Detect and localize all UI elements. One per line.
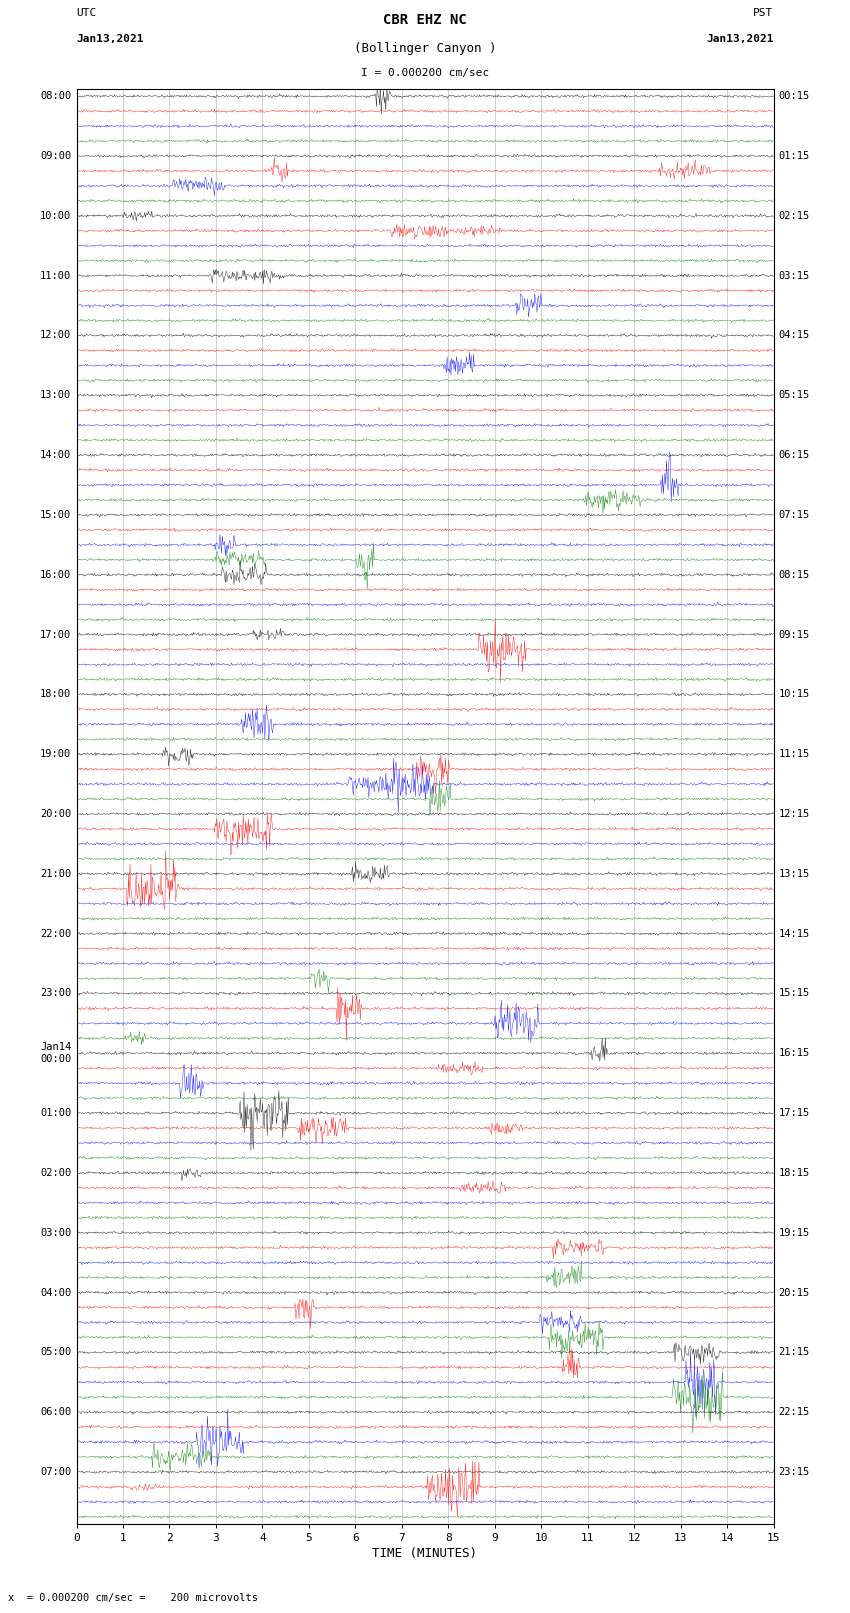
Text: 19:15: 19:15 bbox=[779, 1227, 810, 1237]
Text: 23:15: 23:15 bbox=[779, 1466, 810, 1478]
X-axis label: TIME (MINUTES): TIME (MINUTES) bbox=[372, 1547, 478, 1560]
Text: 01:00: 01:00 bbox=[40, 1108, 71, 1118]
Text: 14:15: 14:15 bbox=[779, 929, 810, 939]
Text: 06:15: 06:15 bbox=[779, 450, 810, 460]
Text: 10:00: 10:00 bbox=[40, 211, 71, 221]
Text: 03:00: 03:00 bbox=[40, 1227, 71, 1237]
Text: 18:00: 18:00 bbox=[40, 689, 71, 700]
Text: I = 0.000200 cm/sec: I = 0.000200 cm/sec bbox=[361, 68, 489, 77]
Text: 02:00: 02:00 bbox=[40, 1168, 71, 1177]
Text: 05:15: 05:15 bbox=[779, 390, 810, 400]
Text: 02:15: 02:15 bbox=[779, 211, 810, 221]
Text: 16:00: 16:00 bbox=[40, 569, 71, 579]
Text: 09:00: 09:00 bbox=[40, 152, 71, 161]
Text: 13:15: 13:15 bbox=[779, 869, 810, 879]
Text: 22:00: 22:00 bbox=[40, 929, 71, 939]
Text: Jan13,2021: Jan13,2021 bbox=[706, 34, 774, 44]
Text: 03:15: 03:15 bbox=[779, 271, 810, 281]
Text: UTC: UTC bbox=[76, 8, 97, 18]
Text: 10:15: 10:15 bbox=[779, 689, 810, 700]
Text: 04:15: 04:15 bbox=[779, 331, 810, 340]
Text: 09:15: 09:15 bbox=[779, 629, 810, 639]
Text: 08:00: 08:00 bbox=[40, 92, 71, 102]
Text: 16:15: 16:15 bbox=[779, 1048, 810, 1058]
Text: CBR EHZ NC: CBR EHZ NC bbox=[383, 13, 467, 27]
Text: 11:00: 11:00 bbox=[40, 271, 71, 281]
Text: 14:00: 14:00 bbox=[40, 450, 71, 460]
Text: 13:00: 13:00 bbox=[40, 390, 71, 400]
Text: 23:00: 23:00 bbox=[40, 989, 71, 998]
Text: Jan14
00:00: Jan14 00:00 bbox=[40, 1042, 71, 1065]
Text: 00:15: 00:15 bbox=[779, 92, 810, 102]
Text: 18:15: 18:15 bbox=[779, 1168, 810, 1177]
Text: Jan13,2021: Jan13,2021 bbox=[76, 34, 144, 44]
Text: 22:15: 22:15 bbox=[779, 1407, 810, 1418]
Text: 01:15: 01:15 bbox=[779, 152, 810, 161]
Text: x  = 0.000200 cm/sec =    200 microvolts: x = 0.000200 cm/sec = 200 microvolts bbox=[8, 1594, 258, 1603]
Text: 08:15: 08:15 bbox=[779, 569, 810, 579]
Text: 15:00: 15:00 bbox=[40, 510, 71, 519]
Text: PST: PST bbox=[753, 8, 774, 18]
Text: 20:15: 20:15 bbox=[779, 1287, 810, 1297]
Text: (Bollinger Canyon ): (Bollinger Canyon ) bbox=[354, 42, 496, 55]
Text: 11:15: 11:15 bbox=[779, 748, 810, 760]
Text: 21:15: 21:15 bbox=[779, 1347, 810, 1357]
Text: 04:00: 04:00 bbox=[40, 1287, 71, 1297]
Text: 19:00: 19:00 bbox=[40, 748, 71, 760]
Text: 07:15: 07:15 bbox=[779, 510, 810, 519]
Text: 17:00: 17:00 bbox=[40, 629, 71, 639]
Text: 05:00: 05:00 bbox=[40, 1347, 71, 1357]
Text: 15:15: 15:15 bbox=[779, 989, 810, 998]
Text: 17:15: 17:15 bbox=[779, 1108, 810, 1118]
Text: 20:00: 20:00 bbox=[40, 810, 71, 819]
Text: 12:00: 12:00 bbox=[40, 331, 71, 340]
Text: 21:00: 21:00 bbox=[40, 869, 71, 879]
Text: 12:15: 12:15 bbox=[779, 810, 810, 819]
Text: 06:00: 06:00 bbox=[40, 1407, 71, 1418]
Text: 07:00: 07:00 bbox=[40, 1466, 71, 1478]
